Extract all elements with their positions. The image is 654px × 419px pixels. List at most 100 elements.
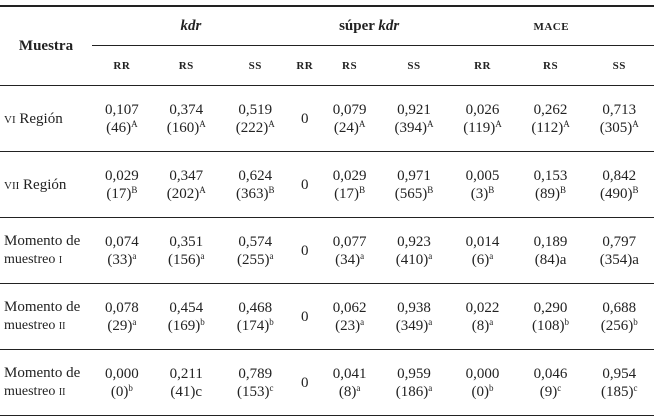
cell-significance-letter: A (199, 184, 206, 195)
cell-count: (6) (471, 251, 490, 268)
group-header-italic: kdr (180, 18, 202, 34)
cell-count: (169) (167, 317, 201, 334)
cell-significance-letter: B (427, 184, 434, 195)
cell-count: (108) (532, 317, 565, 334)
cell-frequency: 0,842 (602, 167, 637, 184)
table-cell: 0,046 (9)c (516, 349, 585, 416)
cell-count: (410) (395, 251, 429, 268)
cell-frequency: 0,713 (602, 101, 637, 118)
table-cell: 0,923 (410)a (379, 217, 449, 284)
table-cell: 0,041 (8)a (319, 349, 380, 416)
cell-frequency: 0,624 (238, 167, 273, 184)
cell-significance-letter: a (489, 250, 494, 261)
group-header-label: MACE (533, 20, 570, 33)
cell-frequency: 0,077 (332, 233, 367, 250)
roman-numeral: ii (58, 384, 66, 399)
cell-significance-letter: b (564, 316, 570, 327)
table-cell: 0,938 (349)a (379, 283, 449, 350)
table-cell: 0,921 (394)A (379, 85, 449, 152)
table-cell: 0,374 (160)A (151, 85, 221, 152)
table-cell: 0 (289, 283, 320, 350)
cell-frequency: 0,262 (533, 101, 568, 118)
cell-significance-letter: B (632, 184, 639, 195)
table-row: vii Región 0,029 (17)B 0,347 (202)A 0,624 (363… (0, 151, 654, 218)
cell-count: (255) (237, 251, 270, 268)
cell-significance-letter: B (560, 184, 567, 195)
cell-significance-letter: A (426, 118, 434, 129)
cell-significance-letter: B (488, 184, 495, 195)
cell-frequency: 0,789 (238, 365, 273, 382)
cell-significance-letter: c (195, 383, 203, 400)
cell-count: (354) (599, 251, 633, 268)
cell-count: (349) (395, 317, 429, 334)
cell-frequency: 0,107 (105, 101, 139, 118)
cell-significance-letter: A (563, 118, 570, 129)
cell-frequency: 0 (301, 110, 309, 127)
cell-frequency: 0,923 (397, 233, 431, 250)
cell-frequency: 0 (301, 176, 309, 193)
table-cell: 0 (289, 349, 320, 416)
cell-count: (565) (394, 185, 428, 202)
cell-significance-letter: a (132, 250, 137, 261)
cell-significance-letter: a (360, 316, 365, 327)
cell-significance-letter: c (269, 382, 274, 393)
cell-frequency: 0,454 (169, 299, 204, 316)
table-cell: 0,000 (0)b (448, 349, 517, 416)
cell-count: (0) (471, 383, 490, 400)
table-cell: 0,029 (17)B (319, 151, 380, 218)
cell-frequency: 0,029 (332, 167, 367, 184)
cell-count: (174) (236, 317, 270, 334)
cell-count: (222) (235, 119, 269, 136)
table-cell: 0,189 (84)a (516, 217, 585, 284)
cell-frequency: 0,000 (105, 365, 139, 382)
cell-significance-letter: A (495, 118, 502, 129)
table-row: Momento de muestreo i 0,074 (33)a 0,351 (156)… (0, 217, 654, 284)
cell-count: (185) (601, 383, 634, 400)
cell-frequency: 0,468 (238, 299, 273, 316)
cell-count: (41) (170, 383, 196, 400)
cell-significance-letter: a (428, 250, 433, 261)
column-header: RS (319, 45, 380, 86)
table-cell: 0 (289, 151, 320, 218)
table-cell: 0,062 (23)a (319, 283, 380, 350)
table-cell: 0,290 (108)b (516, 283, 585, 350)
table-cell: 0,351 (156)a (151, 217, 221, 284)
cell-frequency: 0,959 (397, 365, 431, 382)
column-header: SS (379, 45, 449, 86)
table-cell: 0,713 (305)A (584, 85, 654, 152)
cell-significance-letter: a (428, 316, 433, 327)
cell-frequency: 0,797 (602, 233, 637, 250)
column-header: RR (92, 45, 152, 86)
table-cell: 0,842 (490)B (584, 151, 654, 218)
cell-frequency: 0,211 (169, 365, 203, 382)
column-header: RS (516, 45, 585, 86)
row-header-muestra: Muestra (0, 5, 92, 86)
cell-frequency: 0,062 (332, 299, 367, 316)
table-cell: 0 (289, 85, 320, 152)
table-cell: 0,079 (24)A (319, 85, 380, 152)
cell-count: (23) (335, 317, 361, 334)
group-header: MACE (448, 5, 654, 46)
cell-significance-letter: a (559, 251, 567, 268)
table-cell: 0,153 (89)B (516, 151, 585, 218)
table-cell: 0,262 (112)A (516, 85, 585, 152)
column-header: RR (448, 45, 517, 86)
roman-numeral: vii (4, 176, 20, 193)
cell-significance-letter: b (633, 316, 638, 327)
table-cell: 0 (289, 217, 320, 284)
cell-significance-letter: A (131, 118, 138, 129)
cell-significance-letter: a (632, 251, 639, 268)
table-cell: 0,519 (222)A (220, 85, 290, 152)
column-header: RR (289, 45, 320, 86)
cell-count: (186) (395, 383, 429, 400)
cell-count: (156) (168, 251, 201, 268)
cell-frequency: 0 (301, 374, 309, 391)
table-cell: 0,347 (202)A (151, 151, 221, 218)
cell-frequency: 0,005 (465, 167, 500, 184)
cell-count: (112) (531, 119, 564, 136)
table-cell: 0,026 (119)A (448, 85, 517, 152)
row-label-line1: Momento de (4, 233, 81, 249)
row-label: Momento de muestreo i (0, 217, 92, 284)
cell-significance-letter: b (489, 382, 494, 393)
cell-significance-letter: A (199, 118, 206, 129)
